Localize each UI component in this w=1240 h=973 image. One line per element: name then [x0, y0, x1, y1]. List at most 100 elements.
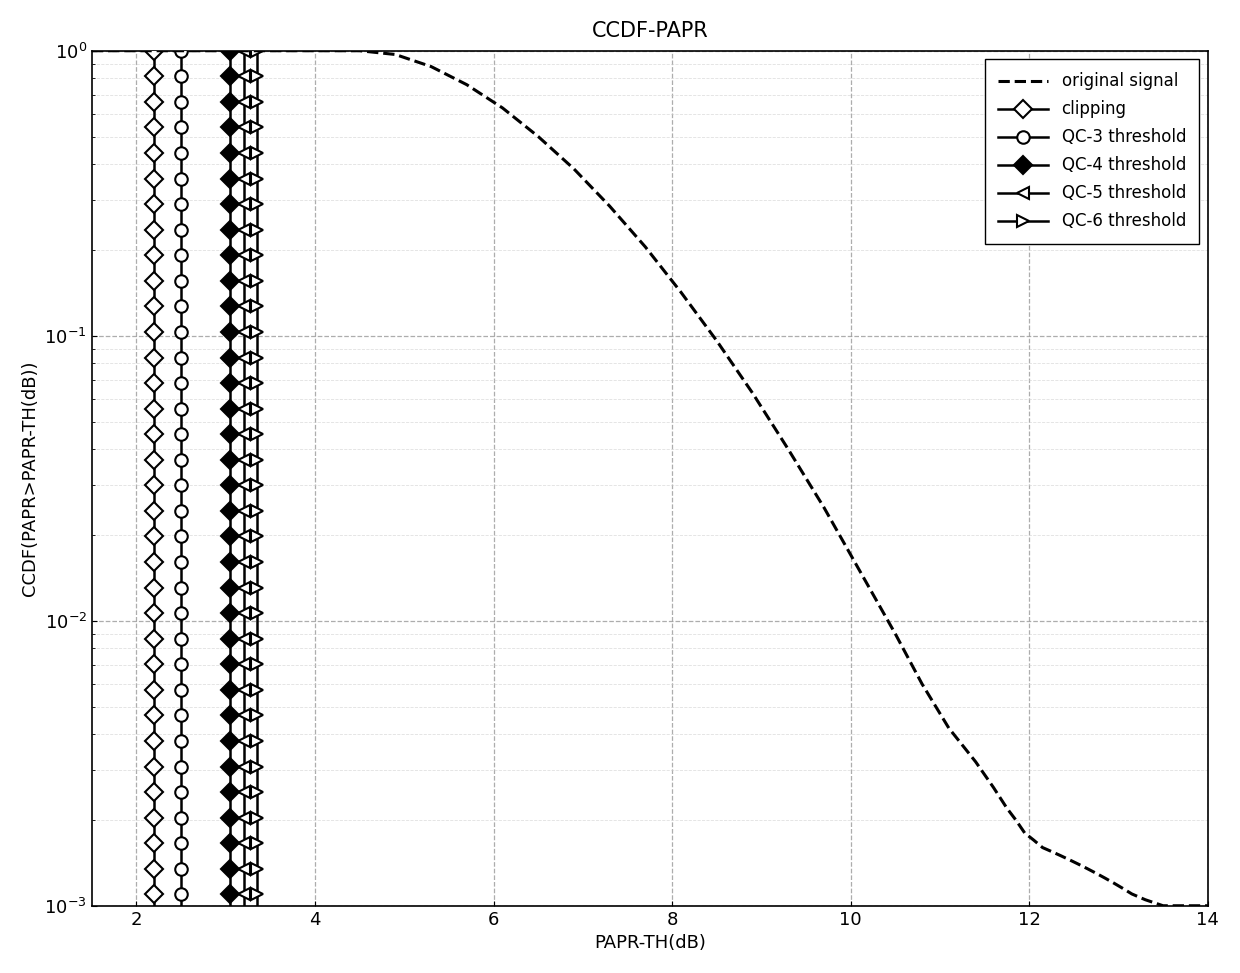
original signal: [745, 387, 760, 399]
clipping: [146, 122, 161, 133]
QC-4 threshold: [223, 378, 238, 389]
QC-3 threshold: [174, 607, 188, 619]
QC-6 threshold: [249, 70, 264, 82]
QC-3 threshold: [174, 249, 188, 261]
QC-5 threshold: [236, 301, 250, 312]
QC-3 threshold: [174, 301, 188, 312]
QC-5 threshold: [236, 70, 250, 82]
original signal: [1017, 827, 1032, 839]
QC-5 threshold: [236, 45, 250, 56]
original signal: [852, 564, 867, 576]
original signal: [1156, 900, 1171, 912]
clipping: [146, 632, 161, 644]
QC-4 threshold: [223, 709, 238, 721]
QC-5 threshold: [236, 607, 250, 619]
QC-3 threshold: [174, 45, 188, 56]
QC-4 threshold: [223, 915, 238, 926]
clipping: [146, 684, 161, 696]
QC-4 threshold: [223, 811, 238, 823]
clipping: [146, 224, 161, 235]
QC-3 threshold: [174, 70, 188, 82]
QC-5 threshold: [236, 632, 250, 644]
QC-5 threshold: [236, 428, 250, 440]
QC-5 threshold: [236, 275, 250, 287]
QC-4 threshold: [223, 224, 238, 235]
original signal: [888, 628, 903, 639]
QC-5 threshold: [236, 888, 250, 900]
QC-4 threshold: [223, 326, 238, 338]
QC-4 threshold: [223, 70, 238, 82]
QC-4 threshold: [223, 480, 238, 491]
clipping: [146, 454, 161, 466]
QC-6 threshold: [249, 480, 264, 491]
original signal: [673, 286, 688, 298]
QC-6 threshold: [249, 888, 264, 900]
QC-3 threshold: [174, 582, 188, 594]
clipping: [146, 378, 161, 389]
QC-4 threshold: [223, 659, 238, 670]
QC-3 threshold: [174, 173, 188, 185]
clipping: [146, 557, 161, 568]
QC-4 threshold: [223, 301, 238, 312]
QC-4 threshold: [223, 557, 238, 568]
QC-5 threshold: [236, 378, 250, 389]
clipping: [146, 915, 161, 926]
clipping: [146, 173, 161, 185]
QC-5 threshold: [236, 480, 250, 491]
QC-5 threshold: [236, 173, 250, 185]
QC-4 threshold: [223, 505, 238, 517]
QC-4 threshold: [223, 403, 238, 414]
QC-6 threshold: [249, 709, 264, 721]
original signal: [941, 722, 956, 734]
original signal: [1080, 863, 1095, 875]
QC-6 threshold: [249, 684, 264, 696]
QC-5 threshold: [236, 863, 250, 875]
original signal: [1200, 900, 1215, 912]
clipping: [146, 582, 161, 594]
clipping: [146, 811, 161, 823]
QC-6 threshold: [249, 122, 264, 133]
QC-5 threshold: [236, 505, 250, 517]
clipping: [146, 351, 161, 363]
clipping: [146, 736, 161, 747]
QC-3 threshold: [174, 557, 188, 568]
QC-3 threshold: [174, 811, 188, 823]
original signal: [915, 678, 930, 690]
QC-5 threshold: [236, 811, 250, 823]
clipping: [146, 480, 161, 491]
QC-4 threshold: [223, 838, 238, 849]
QC-6 threshold: [249, 428, 264, 440]
QC-6 threshold: [249, 530, 264, 542]
QC-5 threshold: [236, 659, 250, 670]
clipping: [146, 838, 161, 849]
QC-3 threshold: [174, 684, 188, 696]
QC-5 threshold: [236, 403, 250, 414]
clipping: [146, 147, 161, 159]
original signal: [531, 130, 546, 142]
QC-6 threshold: [249, 761, 264, 773]
QC-6 threshold: [249, 224, 264, 235]
clipping: [146, 428, 161, 440]
Line: QC-5 threshold: QC-5 threshold: [237, 45, 249, 926]
original signal: [1138, 894, 1153, 906]
QC-4 threshold: [223, 45, 238, 56]
clipping: [146, 70, 161, 82]
QC-5 threshold: [236, 684, 250, 696]
QC-3 threshold: [174, 326, 188, 338]
QC-6 threshold: [249, 505, 264, 517]
QC-6 threshold: [249, 96, 264, 108]
QC-3 threshold: [174, 198, 188, 210]
QC-3 threshold: [174, 786, 188, 798]
Y-axis label: CCDF(PAPR>PAPR-TH(dB)): CCDF(PAPR>PAPR-TH(dB)): [21, 360, 38, 596]
QC-4 threshold: [223, 607, 238, 619]
QC-4 threshold: [223, 530, 238, 542]
QC-4 threshold: [223, 173, 238, 185]
QC-4 threshold: [223, 632, 238, 644]
QC-4 threshold: [223, 863, 238, 875]
QC-6 threshold: [249, 659, 264, 670]
original signal: [603, 200, 618, 212]
original signal: [1027, 834, 1042, 846]
original signal: [1125, 888, 1140, 900]
original signal: [1008, 814, 1023, 826]
QC-4 threshold: [223, 249, 238, 261]
